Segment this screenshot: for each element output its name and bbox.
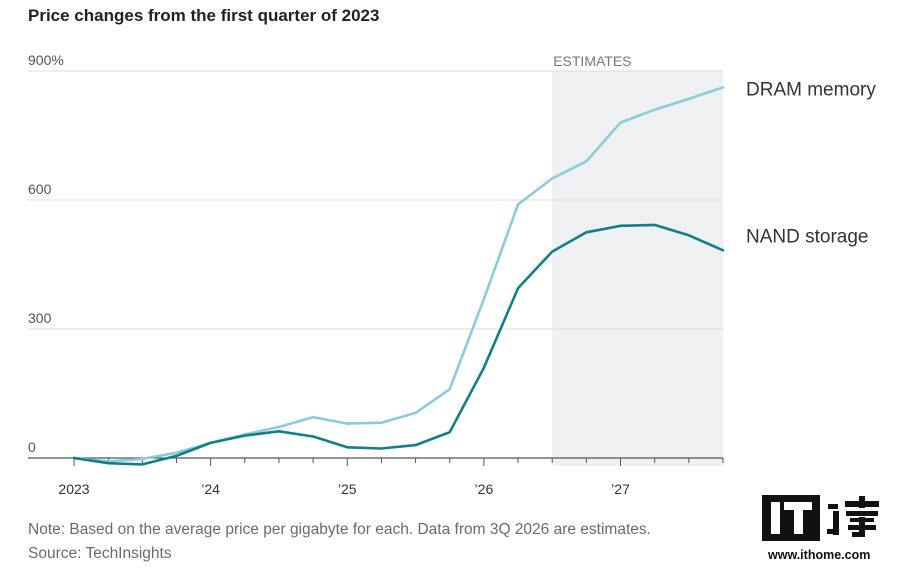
it-logo-mark xyxy=(762,493,890,543)
x-tick-label: 2023 xyxy=(58,481,89,497)
series-label-1: NAND storage xyxy=(746,226,869,247)
series-line-1 xyxy=(72,223,725,466)
x-tick-label: ’25 xyxy=(338,481,357,497)
y-tick-label: 300 xyxy=(28,310,52,326)
x-tick-label: ’24 xyxy=(201,481,220,497)
ithome-logo: www.ithome.com xyxy=(762,493,890,569)
note-text: Note: Based on the average price per gig… xyxy=(28,521,651,538)
chart-footnote: Note: Based on the average price per gig… xyxy=(28,518,651,566)
ithome-glyph-icon xyxy=(827,496,879,537)
y-tick-label: 900% xyxy=(28,52,64,68)
x-tick-label: ’26 xyxy=(475,481,494,497)
series-line-0 xyxy=(72,86,725,463)
source-text: Source: TechInsights xyxy=(28,545,172,562)
chart-title: Price changes from the first quarter of … xyxy=(28,6,380,25)
y-tick-label: 600 xyxy=(28,181,52,197)
estimates-label: ESTIMATES xyxy=(553,53,631,69)
logo-url-text: www.ithome.com xyxy=(768,548,871,562)
x-tick-label: ’27 xyxy=(611,481,630,497)
it-logo-icon xyxy=(762,495,820,541)
estimates-region xyxy=(552,71,723,466)
series-label-0: DRAM memory xyxy=(746,79,876,100)
y-tick-label: 0 xyxy=(28,439,36,455)
